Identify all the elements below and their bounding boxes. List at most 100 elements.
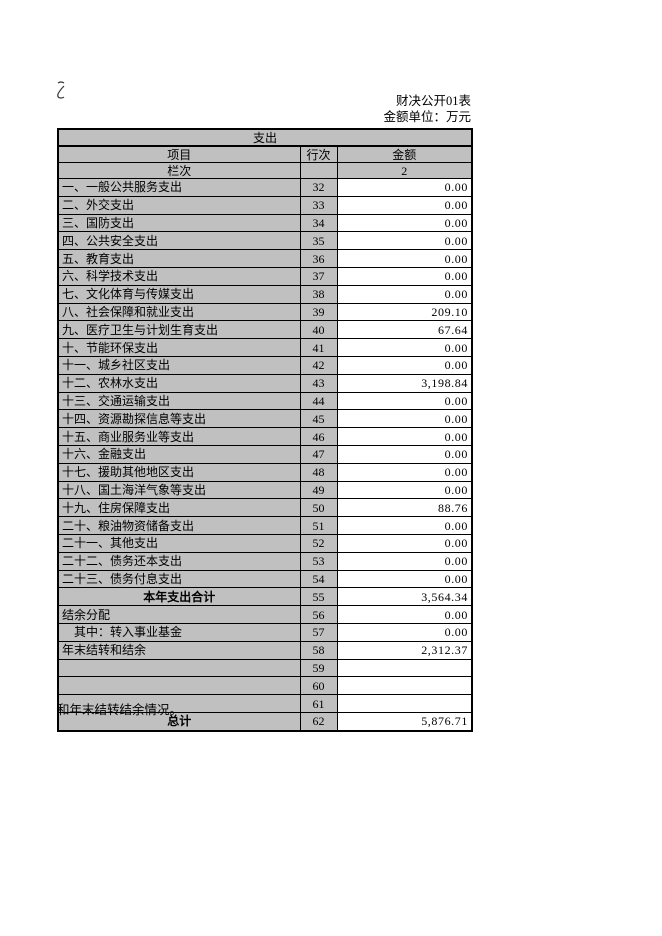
table-subheader-row: 栏次 2 [57,162,473,179]
rowno-cell: 59 [299,658,338,678]
amount-cell: 0.00 [336,178,473,197]
amount-cell: 0.00 [336,480,473,500]
table-row: 其中：转入事业基金 57 0.00 [57,622,473,642]
item-cell: 二、外交支出 [57,195,301,215]
rowno-cell: 36 [299,249,338,268]
item-cell: 十七、援助其他地区支出 [57,462,301,482]
rowno-cell: 47 [299,444,338,464]
rowno-cell: 46 [299,427,338,446]
amount-cell: 0.00 [336,355,473,375]
item-cell: 十六、金融支出 [57,444,301,464]
table-row: 二十三、债务付息支出 54 0.00 [57,569,473,589]
item-cell: 十、节能环保支出 [57,338,301,357]
rowno-cell: 43 [299,373,338,393]
subheader-amount: 2 [336,162,473,179]
rowno-cell: 55 [299,587,338,607]
item-cell: 十五、商业服务业等支出 [57,427,301,446]
table-row: 十六、金融支出 47 0.00 [57,444,473,464]
table-row: 二十一、其他支出 52 0.00 [57,533,473,553]
table-title-row: 支出 [57,128,473,147]
amount-cell: 0.00 [336,533,473,553]
item-cell: 总计 [57,711,301,732]
item-cell: 十一、城乡社区支出 [57,355,301,375]
amount-cell: 209.10 [336,302,473,322]
doc-table-label: 财决公开01表 [395,94,471,108]
table-row: 十一、城乡社区支出 42 0.00 [57,355,473,375]
amount-cell: 0.00 [336,551,473,571]
table-header-row: 项目 行次 金额 [57,145,473,163]
amount-cell [336,676,473,696]
clipped-text-fragment [57,81,65,99]
item-cell: 五、教育支出 [57,249,301,268]
item-cell: 四、公共安全支出 [57,231,301,251]
item-cell: 二十、粮油物资储备支出 [57,516,301,535]
item-cell: 十四、资源勘探信息等支出 [57,409,301,429]
rowno-cell: 56 [299,605,338,624]
table-row: 九、医疗卫生与计划生育支出 40 67.64 [57,320,473,340]
rowno-cell: 40 [299,320,338,340]
footer-note: 和年末结转结余情况。 [57,703,183,717]
table-title: 支出 [57,128,473,147]
table-row: 一、一般公共服务支出 32 0.00 [57,178,473,197]
table-row: 十九、住房保障支出 50 88.76 [57,498,473,518]
amount-cell: 0.00 [336,605,473,624]
table-row: 五、教育支出 36 0.00 [57,249,473,268]
table-row: 59 [57,658,473,678]
amount-cell: 0.00 [336,622,473,642]
item-cell: 十九、住房保障支出 [57,498,301,518]
item-cell [57,694,301,713]
rowno-cell: 42 [299,355,338,375]
rowno-cell: 54 [299,569,338,589]
item-cell [57,676,301,696]
table-row: 十二、农林水支出 43 3,198.84 [57,373,473,393]
item-cell [57,658,301,678]
item-cell: 年末结转和结余 [57,640,301,660]
doc-meta: 财决公开01表 金额单位：万元 [383,93,471,125]
table-row: 十七、援助其他地区支出 48 0.00 [57,462,473,482]
amount-cell: 0.00 [336,266,473,286]
item-cell: 七、文化体育与传媒支出 [57,284,301,304]
table-row: 八、社会保障和就业支出 39 209.10 [57,302,473,322]
table-row: 二、外交支出 33 0.00 [57,195,473,215]
rowno-cell: 39 [299,302,338,322]
item-cell: 本年支出合计 [57,587,301,607]
table-row: 四、公共安全支出 35 0.00 [57,231,473,251]
table-row: 七、文化体育与传媒支出 38 0.00 [57,284,473,304]
rowno-cell: 62 [299,711,338,732]
amount-cell: 0.00 [336,391,473,411]
rowno-cell: 35 [299,231,338,251]
item-cell: 一、一般公共服务支出 [57,178,301,197]
rowno-cell: 34 [299,213,338,233]
item-cell: 十二、农林水支出 [57,373,301,393]
amount-cell: 0.00 [336,195,473,215]
rowno-cell: 57 [299,622,338,642]
rowno-cell: 38 [299,284,338,304]
rowno-cell: 50 [299,498,338,518]
rowno-cell: 60 [299,676,338,696]
rowno-cell: 61 [299,694,338,713]
rowno-cell: 48 [299,462,338,482]
table-row: 二十二、债务还本支出 53 0.00 [57,551,473,571]
table-row: 二十、粮油物资储备支出 51 0.00 [57,516,473,535]
amount-cell: 0.00 [336,231,473,251]
table-row: 六、科学技术支出 37 0.00 [57,266,473,286]
col-header-amount: 金额 [336,145,473,163]
amount-cell: 5,876.71 [336,711,473,732]
rowno-cell: 58 [299,640,338,660]
rowno-cell: 44 [299,391,338,411]
rowno-cell: 52 [299,533,338,553]
item-cell: 二十一、其他支出 [57,533,301,553]
table-row: 结余分配 56 0.00 [57,605,473,624]
amount-cell: 3,198.84 [336,373,473,393]
rowno-cell: 41 [299,338,338,357]
col-header-item: 项目 [57,145,301,163]
col-header-rowno: 行次 [299,145,338,163]
table-row: 本年支出合计 55 3,564.34 [57,587,473,607]
amount-cell: 2,312.37 [336,640,473,660]
rowno-cell: 53 [299,551,338,571]
table-row: 十三、交通运输支出 44 0.00 [57,391,473,411]
rowno-cell: 32 [299,178,338,197]
item-cell: 九、医疗卫生与计划生育支出 [57,320,301,340]
subheader-item: 栏次 [57,162,301,179]
item-cell: 结余分配 [57,605,301,624]
